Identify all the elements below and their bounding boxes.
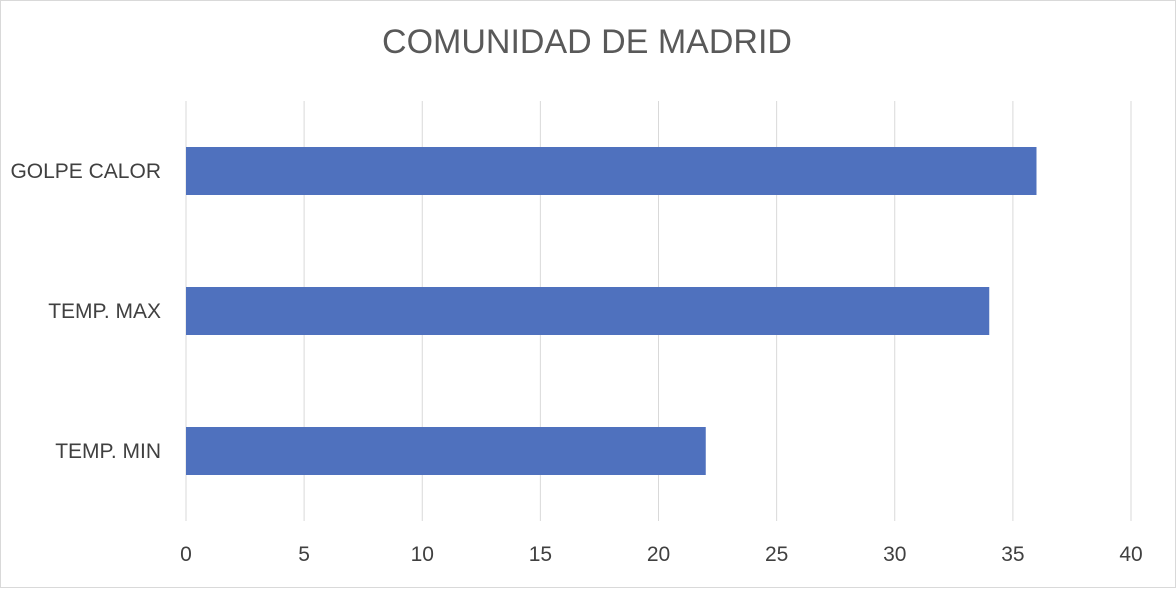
category-label: TEMP. MAX <box>48 300 161 323</box>
x-tick-label: 35 <box>1001 543 1024 566</box>
category-label: GOLPE CALOR <box>10 160 161 183</box>
bar <box>186 147 1037 195</box>
x-tick-label: 30 <box>883 543 906 566</box>
bars <box>186 147 1037 475</box>
bar <box>186 427 706 475</box>
category-label: TEMP. MIN <box>55 440 161 463</box>
x-tick-label: 25 <box>765 543 788 566</box>
x-tick-label: 40 <box>1119 543 1142 566</box>
bar <box>186 287 990 335</box>
x-tick-label: 0 <box>180 543 192 566</box>
y-axis-categories: GOLPE CALOR TEMP. MAX TEMP. MIN <box>10 160 161 463</box>
x-tick-label: 20 <box>647 543 670 566</box>
x-tick-label: 15 <box>529 543 552 566</box>
x-axis-ticks: 0 5 10 15 20 25 30 35 40 <box>180 543 1143 566</box>
x-tick-label: 5 <box>298 543 310 566</box>
chart-title: COMUNIDAD DE MADRID <box>382 23 792 61</box>
x-tick-label: 10 <box>411 543 434 566</box>
